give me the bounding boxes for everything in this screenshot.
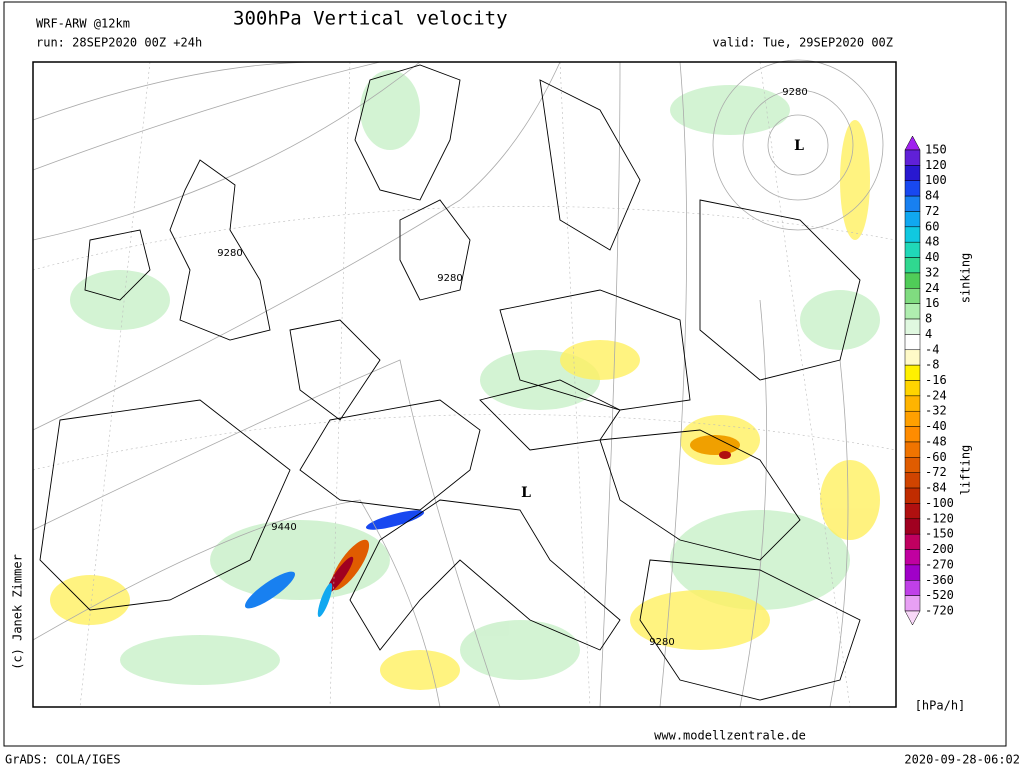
colorbar-label: 72 — [925, 204, 939, 218]
colorbar-box — [904, 457, 921, 473]
map-labels: 9280 L 9280 9280 L 9440 9280 — [217, 87, 807, 648]
colorbar-box — [904, 533, 921, 550]
colorbar-box — [904, 395, 921, 412]
website: www.modellzentrale.de — [654, 729, 806, 743]
colorbar-label: 150 — [925, 143, 947, 157]
colorbar-box — [904, 410, 921, 427]
colorbar-triangle — [904, 135, 921, 151]
isolines — [32, 59, 884, 708]
colorbar-label: -100 — [925, 496, 954, 510]
colorbar-label: -32 — [925, 404, 947, 418]
map: 9280 L 9280 9280 L 9440 9280 — [32, 59, 897, 708]
map-label: L — [521, 485, 531, 501]
colorbar-box — [904, 180, 921, 197]
colorbar-label: 60 — [925, 219, 939, 233]
colorbar-box — [904, 195, 921, 212]
colorbar-box — [904, 241, 921, 258]
colorbar-box — [904, 595, 921, 612]
map-label: 9280 — [437, 273, 462, 284]
colorbar-box — [904, 487, 921, 504]
colorbar-label: 24 — [925, 281, 939, 295]
map-label: L — [794, 138, 804, 154]
coastlines-borders — [39, 64, 861, 701]
colorbar-label: -520 — [925, 588, 954, 602]
colorbar-label: 120 — [925, 158, 947, 172]
colorbar-box — [904, 257, 921, 274]
timestamp: 2020-09-28-06:02 — [904, 753, 1020, 767]
colorbar-box — [904, 549, 921, 566]
valid-label: valid: Tue, 29SEP2020 00Z — [712, 36, 893, 50]
credit: (c) Janek Zimmer — [11, 554, 25, 670]
colorbar-label: 16 — [925, 296, 939, 310]
colorbar-label: -84 — [925, 481, 947, 495]
colorbar-box — [904, 564, 921, 581]
colorbar-label: -8 — [925, 358, 939, 372]
colorbar-box — [904, 426, 921, 443]
colorbar-box — [904, 303, 921, 320]
colorbar-box — [904, 518, 921, 535]
colorbar-label: -16 — [925, 373, 947, 387]
unit-label: [hPa/h] — [915, 699, 966, 713]
colorbar-box — [904, 380, 921, 397]
colorbar-label: -200 — [925, 542, 954, 556]
colorbar-box — [904, 211, 921, 228]
colorbar-box — [904, 472, 921, 489]
map-label: 9440 — [271, 522, 296, 533]
colorbar-label: -150 — [925, 527, 954, 541]
colorbar-label: -4 — [925, 342, 939, 356]
colorbar-box — [904, 272, 921, 289]
map-label: 9280 — [782, 87, 807, 98]
software-label: GrADS: COLA/IGES — [5, 753, 121, 767]
colorbar-box — [904, 349, 921, 366]
graticule — [32, 61, 897, 708]
colorbar-box — [904, 165, 921, 181]
colorbar-label: -24 — [925, 388, 947, 402]
colorbar-box — [904, 503, 921, 520]
map-label: 9280 — [649, 637, 674, 648]
colorbar-box — [904, 441, 921, 458]
lifting-label: lifting — [959, 445, 973, 496]
colorbar-box — [904, 226, 921, 243]
colorbar-label: -270 — [925, 557, 954, 571]
colorbar-box — [904, 288, 921, 304]
colorbar: 150120100847260484032241684-4-8-16-24-32… — [904, 135, 954, 626]
colorbar-box — [904, 334, 921, 351]
map-background — [33, 62, 896, 707]
colorbar-label: -720 — [925, 604, 954, 618]
colorbar-label: -60 — [925, 450, 947, 464]
outer-frame — [3, 1, 1007, 747]
colorbar-label: 48 — [925, 235, 939, 249]
title: 300hPa Vertical velocity — [233, 8, 508, 30]
colorbar-label: -72 — [925, 465, 947, 479]
model-label: WRF-ARW @12km — [36, 17, 130, 31]
colorbar-label: 8 — [925, 312, 932, 326]
colorbar-label: -48 — [925, 434, 947, 448]
run-label: run: 28SEP2020 00Z +24h — [36, 36, 202, 50]
map-frame — [32, 61, 897, 708]
colorbar-label: -40 — [925, 419, 947, 433]
colorbar-label: 100 — [925, 173, 947, 187]
colorbar-box — [904, 580, 921, 596]
colorbar-box — [904, 318, 921, 335]
sinking-label: sinking — [959, 253, 973, 304]
colorbar-label: 40 — [925, 250, 939, 264]
colorbar-label: 4 — [925, 327, 932, 341]
colorbar-box — [904, 364, 921, 381]
colorbar-label: 32 — [925, 265, 939, 279]
colorbar-box — [904, 149, 921, 166]
field-strong — [245, 435, 740, 617]
colorbar-label: 84 — [925, 189, 939, 203]
colorbar-label: -360 — [925, 573, 954, 587]
map-label: 9280 — [217, 248, 242, 259]
colorbar-label: -120 — [925, 511, 954, 525]
colorbar-triangle — [904, 610, 921, 626]
